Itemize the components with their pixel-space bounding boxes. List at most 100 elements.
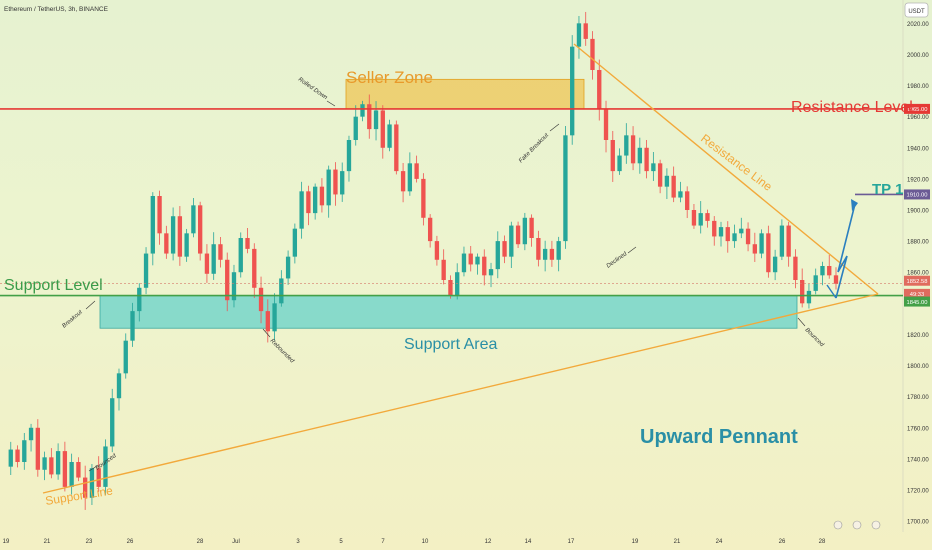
- price-tag-box: [904, 288, 930, 299]
- candle-body: [218, 244, 223, 260]
- candle-body: [772, 256, 778, 273]
- candle-body: [272, 303, 277, 332]
- candle-body: [177, 216, 183, 257]
- price-tag-label: 1845.00: [907, 300, 928, 306]
- candle-body: [197, 205, 203, 254]
- forecast-arrowhead-icon: [851, 199, 858, 211]
- candle-body: [394, 124, 399, 172]
- candle-body: [833, 275, 839, 284]
- candle-body: [231, 272, 237, 301]
- candle-body: [732, 233, 737, 242]
- candle-body: [502, 241, 507, 257]
- y-tick-label: 1820.00: [907, 333, 929, 339]
- candle-body: [536, 238, 541, 260]
- resistance-level-label: Resistance Level: [791, 99, 913, 116]
- y-tick-label: 1900.00: [907, 209, 929, 215]
- candle-body: [482, 256, 487, 276]
- y-tick-label: 1740.00: [907, 457, 929, 463]
- candle-body: [691, 210, 697, 226]
- candle-body: [685, 191, 690, 210]
- candle-body: [414, 163, 419, 179]
- x-tick-label: 21: [674, 539, 681, 545]
- candle-body: [827, 266, 832, 276]
- candle-body: [83, 477, 88, 498]
- candle-body: [312, 186, 318, 214]
- candle-body: [116, 373, 122, 399]
- y-tick-label: 1720.00: [907, 489, 929, 495]
- y-tick-label: 1700.00: [907, 520, 929, 526]
- candle-body: [617, 155, 622, 172]
- x-tick-label: 26: [779, 539, 786, 545]
- bounced-right-annotation: Bounced: [804, 327, 825, 348]
- resistance-trend-line: [573, 43, 879, 295]
- y-tick-label: 1920.00: [907, 177, 929, 183]
- currency-badge-box[interactable]: [904, 2, 929, 18]
- declined-annotation: Declined: [606, 251, 629, 270]
- candle-body: [319, 186, 325, 206]
- rolled-down-annotation: Rolled Down: [297, 77, 329, 102]
- y-tick-label: 2020.00: [907, 22, 929, 28]
- x-tick-label: 21: [44, 539, 51, 545]
- x-tick-label: 12: [485, 539, 492, 545]
- candle-body: [630, 135, 636, 164]
- candle-body: [779, 225, 785, 257]
- candle-body: [752, 244, 757, 254]
- candle-body: [678, 191, 683, 198]
- candle-body: [353, 116, 358, 140]
- candle-body: [184, 233, 189, 257]
- x-tick-label: 28: [819, 539, 826, 545]
- candle-body: [563, 135, 568, 242]
- candle-body: [786, 225, 791, 257]
- support-trend-line: [42, 293, 879, 494]
- flag-icon[interactable]: [833, 520, 843, 530]
- x-tick-label: 23: [86, 539, 93, 545]
- x-tick-label: 3: [296, 539, 300, 545]
- support-area-label: Support Area: [404, 336, 498, 353]
- rebounded-annotation: Rebounded: [269, 338, 296, 365]
- y-tick-label: 1860.00: [907, 271, 929, 277]
- x-tick-label: 19: [3, 539, 10, 545]
- candle-body: [164, 233, 169, 254]
- rolled-down-arrow: [326, 100, 336, 107]
- candle-body: [35, 427, 40, 470]
- candle-body: [515, 225, 521, 245]
- x-tick-label: 10: [422, 539, 429, 545]
- candle-body: [441, 259, 446, 280]
- candle-body: [143, 253, 149, 288]
- candle-body: [488, 269, 494, 276]
- price-tag-box: [904, 189, 930, 200]
- candle-body: [434, 241, 440, 260]
- candle-body: [279, 278, 284, 304]
- candle-body: [400, 171, 406, 192]
- price-tag-label: 1965.00: [907, 107, 928, 113]
- candle-body: [96, 468, 101, 487]
- candle-body: [292, 228, 298, 257]
- y-tick-label: 1980.00: [907, 84, 929, 90]
- candle-body: [110, 398, 115, 447]
- x-tick-label: Jul: [232, 539, 240, 545]
- x-tick-label: 26: [127, 539, 134, 545]
- candle-body: [89, 468, 95, 498]
- breakout-annotation: Breakout: [61, 309, 84, 329]
- candle-body: [225, 259, 230, 301]
- candle-body: [387, 124, 392, 148]
- candle-body: [103, 446, 108, 487]
- candle-body: [549, 248, 555, 260]
- candle-body: [800, 280, 805, 304]
- flag-icon-3[interactable]: [871, 520, 881, 530]
- candle-body: [495, 241, 500, 270]
- currency-badge[interactable]: USDT: [908, 9, 925, 15]
- price-tag-box: [904, 296, 930, 307]
- candle-body: [766, 233, 771, 273]
- x-tick-label: 28: [197, 539, 204, 545]
- candle-body: [475, 256, 480, 265]
- candle-body: [238, 238, 243, 273]
- candle-body: [170, 216, 176, 254]
- candle-body: [258, 287, 264, 312]
- x-tick-label: 17: [568, 539, 575, 545]
- flag-icon-2[interactable]: [852, 520, 862, 530]
- candle-body: [76, 462, 81, 478]
- x-tick-label: 14: [525, 539, 532, 545]
- candle-body: [522, 217, 528, 245]
